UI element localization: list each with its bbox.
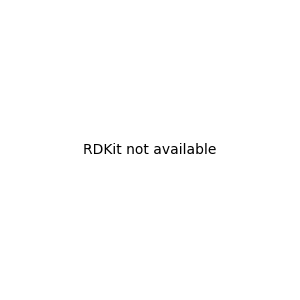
- Text: RDKit not available: RDKit not available: [83, 143, 217, 157]
